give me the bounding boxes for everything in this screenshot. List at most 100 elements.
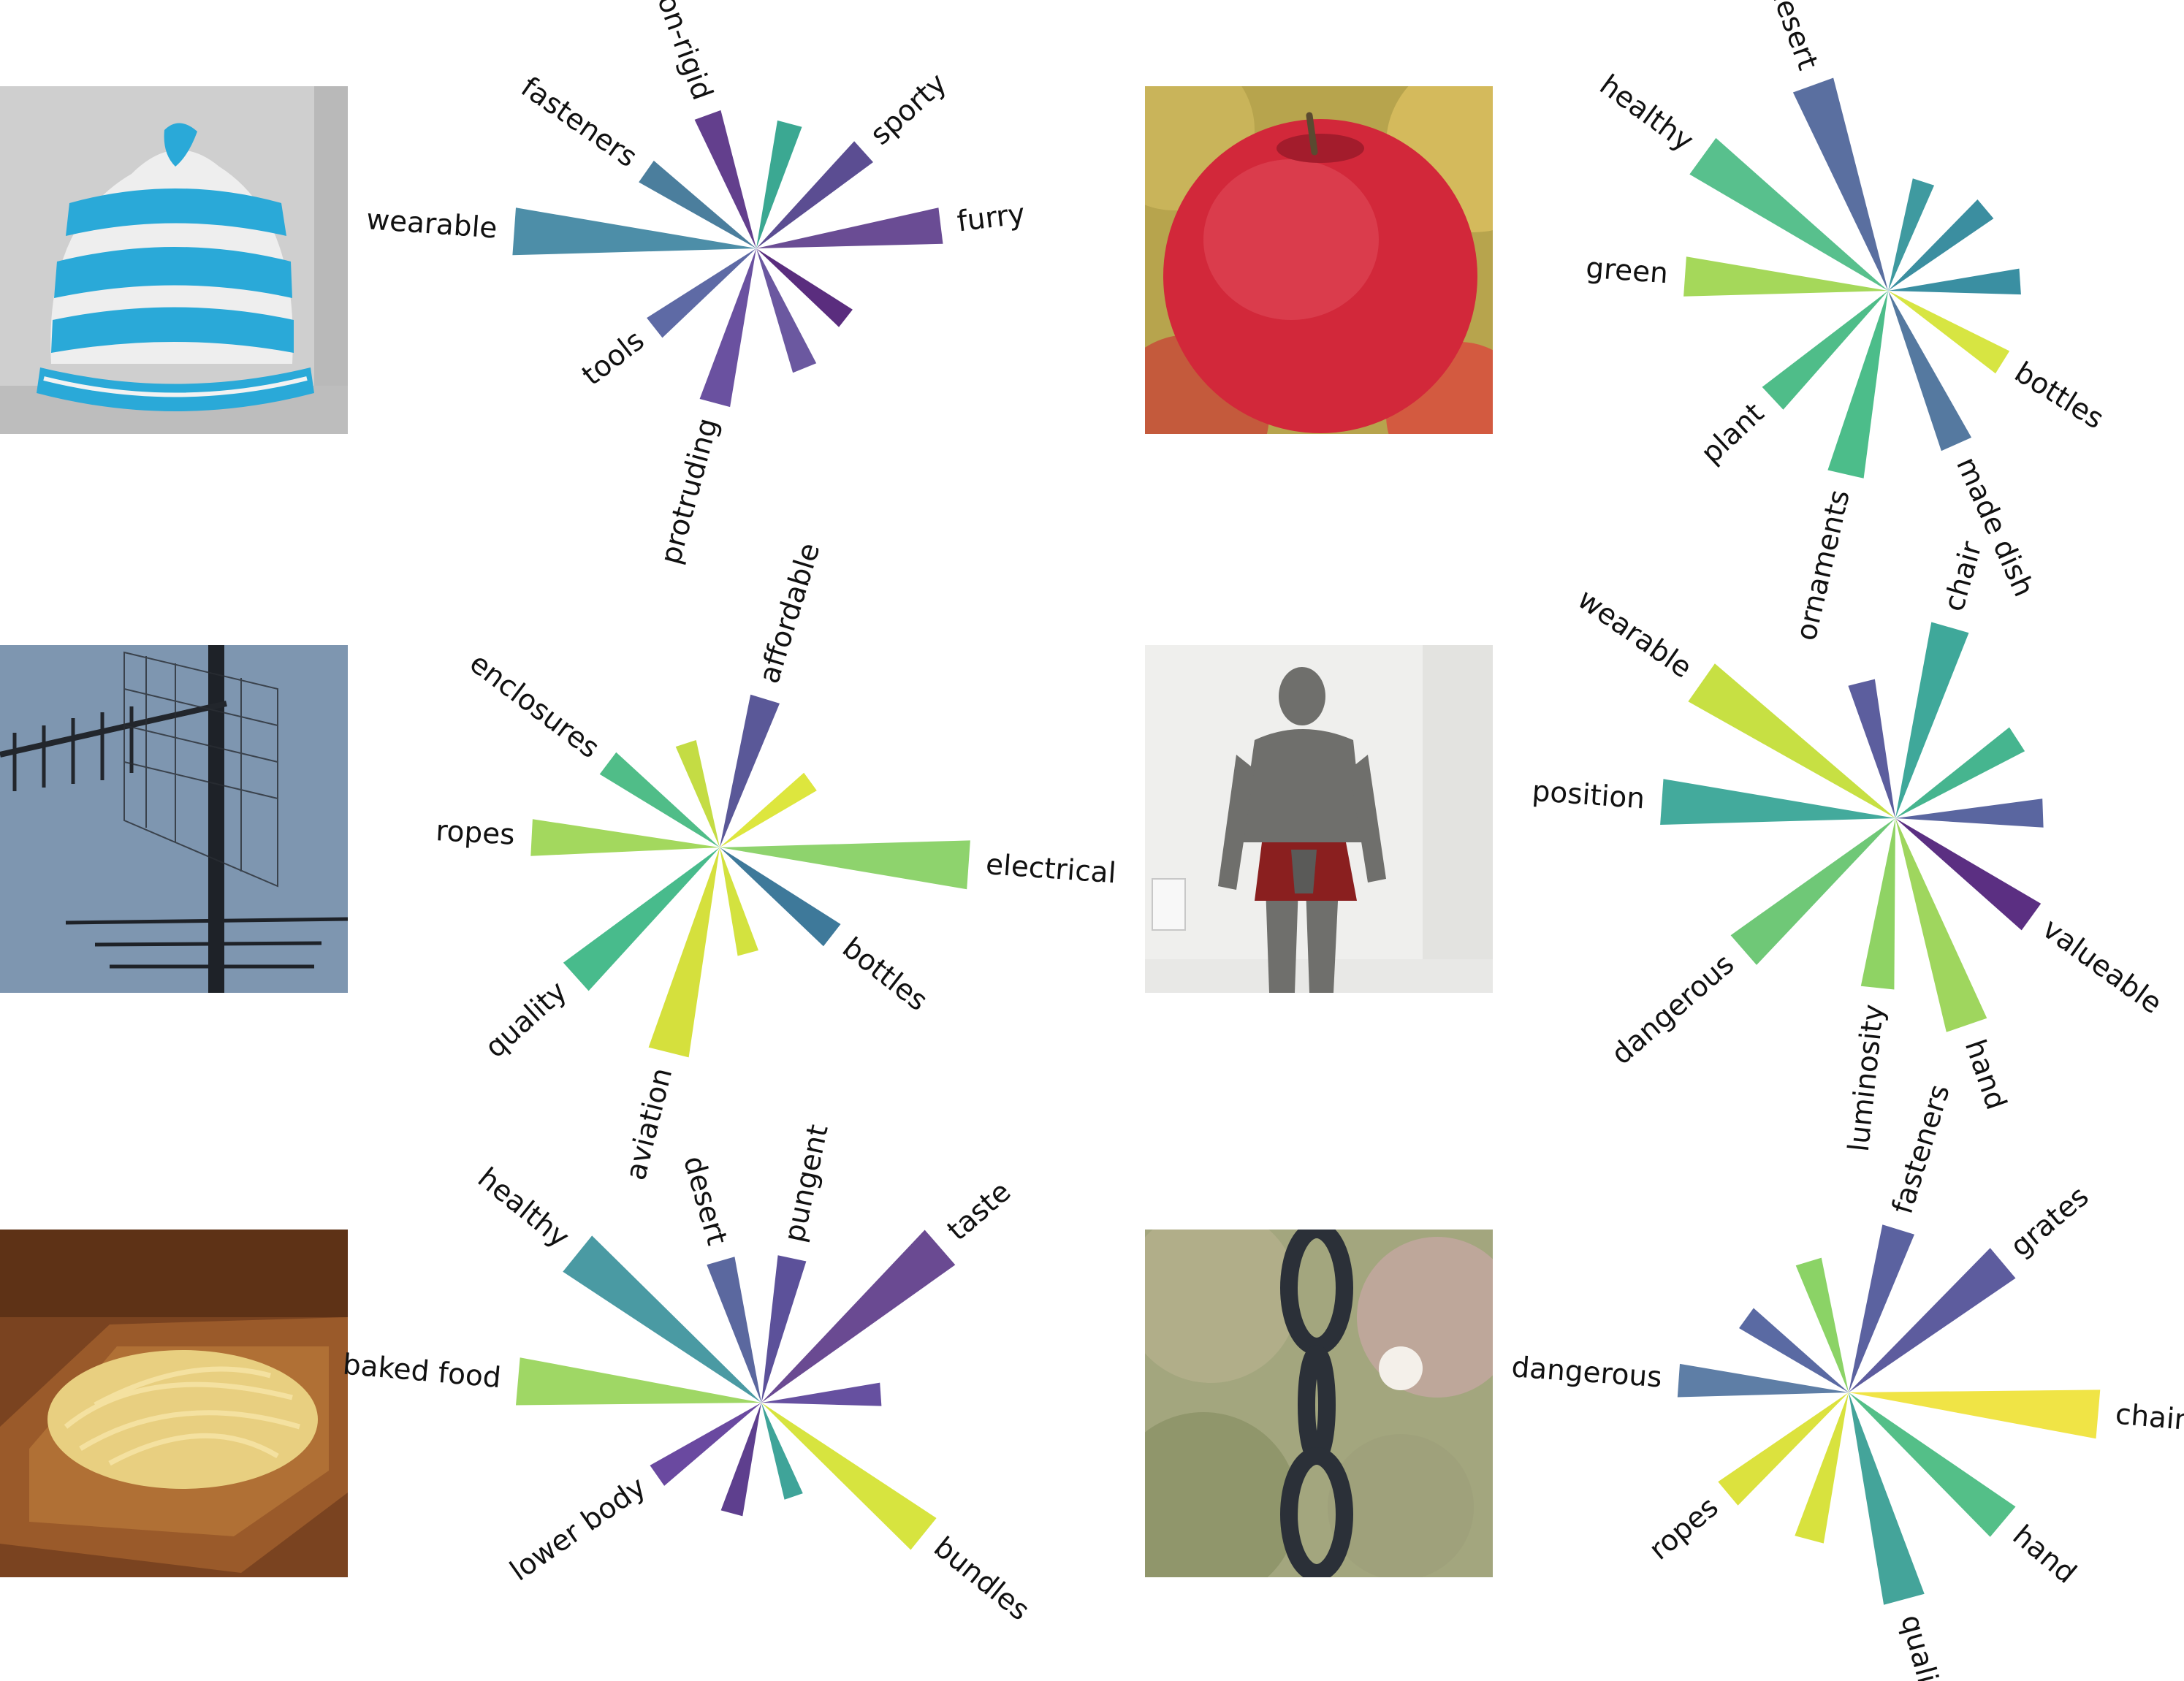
bar-chain-2 xyxy=(1849,1248,2016,1392)
bar-chain-7 xyxy=(1718,1392,1849,1506)
bar-apple-0 xyxy=(1792,77,1888,291)
bar-armor-1 xyxy=(1848,679,1895,818)
label-chain-2: grates xyxy=(2004,1180,2095,1263)
label-hat-2: sporty xyxy=(864,67,954,152)
bar-armor-6 xyxy=(1860,818,1895,990)
label-apple-8: green xyxy=(1585,252,1670,291)
label-antenna-0: affordable xyxy=(753,539,826,687)
label-pasta-2: taste xyxy=(941,1175,1017,1248)
bar-apple-6 xyxy=(1827,291,1888,479)
bar-antenna-4 xyxy=(720,847,841,947)
bar-hat-2 xyxy=(756,141,873,248)
label-apple-0: desert xyxy=(1762,0,1825,75)
bar-apple-4 xyxy=(1888,291,2010,374)
bar-antenna-6 xyxy=(648,847,720,1058)
bar-antenna-3 xyxy=(720,840,970,890)
bar-hat-5 xyxy=(756,248,817,373)
label-apple-9: healthy xyxy=(1594,69,1700,159)
label-pasta-8: baked food xyxy=(341,1348,502,1395)
bar-apple-8 xyxy=(1683,256,1888,297)
label-hat-3: furry xyxy=(956,198,1027,239)
bar-pasta-6 xyxy=(720,1403,761,1517)
label-armor-4: valueable xyxy=(2036,912,2168,1021)
hat-image xyxy=(0,86,348,434)
bar-hat-0 xyxy=(694,110,756,248)
bar-hat-1 xyxy=(756,120,802,248)
bar-pasta-3 xyxy=(761,1382,882,1406)
bar-apple-2 xyxy=(1888,199,1994,291)
bar-antenna-9 xyxy=(599,752,720,847)
bar-apple-5 xyxy=(1888,291,1972,451)
bar-hat-8 xyxy=(512,207,756,256)
bar-antenna-8 xyxy=(530,819,720,856)
bar-antenna-2 xyxy=(720,772,817,847)
antenna-image xyxy=(0,645,348,993)
bar-armor-2 xyxy=(1895,727,2025,818)
label-antenna-4: bottles xyxy=(836,931,934,1018)
label-pasta-7: lower body xyxy=(504,1471,652,1587)
bar-chain-3 xyxy=(1849,1390,2101,1439)
label-antenna-8: ropes xyxy=(435,815,515,852)
radial-chart-pasta: desert pungent taste bundles lower body baked… xyxy=(341,1121,1035,1627)
bar-pasta-5 xyxy=(761,1403,803,1500)
label-armor-8: position xyxy=(1531,775,1645,816)
bar-armor-3 xyxy=(1895,798,2044,828)
bar-armor-0 xyxy=(1895,622,1969,818)
pasta-image xyxy=(0,1230,348,1577)
bar-armor-5 xyxy=(1895,818,1987,1032)
label-pasta-0: desert xyxy=(677,1152,734,1249)
label-armor-6: luminosity xyxy=(1843,1003,1891,1154)
label-chain-5: quality xyxy=(1894,1612,1951,1681)
bar-pasta-8 xyxy=(516,1357,761,1406)
bar-armor-4 xyxy=(1895,818,2042,931)
bar-hat-9 xyxy=(639,160,756,248)
bar-antenna-5 xyxy=(720,847,758,956)
chain-image xyxy=(1145,1230,1493,1577)
bar-apple-1 xyxy=(1888,178,1935,291)
bar-armor-7 xyxy=(1730,818,1895,965)
bar-apple-3 xyxy=(1888,268,2021,295)
bar-armor-9 xyxy=(1688,663,1895,818)
bar-hat-4 xyxy=(756,248,853,327)
bar-antenna-1 xyxy=(675,740,720,847)
label-chain-8: dangerous xyxy=(1510,1351,1663,1394)
label-apple-6: ornaments xyxy=(1790,487,1857,644)
label-chain-3: chained xyxy=(2114,1398,2184,1440)
label-hat-6: protruding xyxy=(655,415,726,568)
label-hat-0: non-rigid xyxy=(644,0,719,104)
label-armor-5: hand xyxy=(1958,1035,2012,1113)
label-hat-8: wearable xyxy=(365,203,498,245)
bar-hat-7 xyxy=(647,248,756,338)
label-antenna-7: quality xyxy=(479,975,573,1064)
bar-armor-8 xyxy=(1660,779,1895,825)
label-armor-0: chair xyxy=(1938,538,1989,616)
bar-chain-4 xyxy=(1849,1392,2016,1537)
radial-chart-chain: fasteners grates chained hand quality ropes da… xyxy=(1510,1080,2184,1681)
bar-chain-9 xyxy=(1739,1308,1849,1392)
bar-antenna-7 xyxy=(563,847,720,991)
radial-chart-antenna: affordable electrical bottles aviation quali… xyxy=(435,539,1117,1183)
bar-pasta-2 xyxy=(761,1230,956,1403)
label-armor-7: dangerous xyxy=(1605,948,1740,1071)
label-antenna-6: aviation xyxy=(620,1064,680,1183)
armor-image xyxy=(1145,645,1493,993)
label-pasta-4: bundles xyxy=(927,1531,1035,1627)
label-apple-4: bottles xyxy=(2009,356,2109,435)
label-pasta-1: pungent xyxy=(778,1121,835,1245)
bar-hat-3 xyxy=(756,207,943,248)
label-antenna-9: enclosures xyxy=(463,647,605,765)
label-apple-7: plant xyxy=(1695,397,1770,470)
bar-apple-7 xyxy=(1762,291,1888,410)
label-chain-4: hand xyxy=(2006,1519,2082,1590)
bar-chain-0 xyxy=(1849,1224,1914,1392)
bar-chain-1 xyxy=(1795,1257,1849,1392)
bar-pasta-7 xyxy=(650,1403,761,1486)
label-antenna-3: electrical xyxy=(985,848,1117,890)
bar-chain-5 xyxy=(1849,1392,1925,1605)
bar-chain-8 xyxy=(1677,1363,1849,1398)
bar-pasta-9 xyxy=(563,1235,761,1403)
bar-pasta-1 xyxy=(761,1255,807,1403)
radial-chart-armor: chair valueable hand luminosity dangerous pos… xyxy=(1531,538,2168,1154)
